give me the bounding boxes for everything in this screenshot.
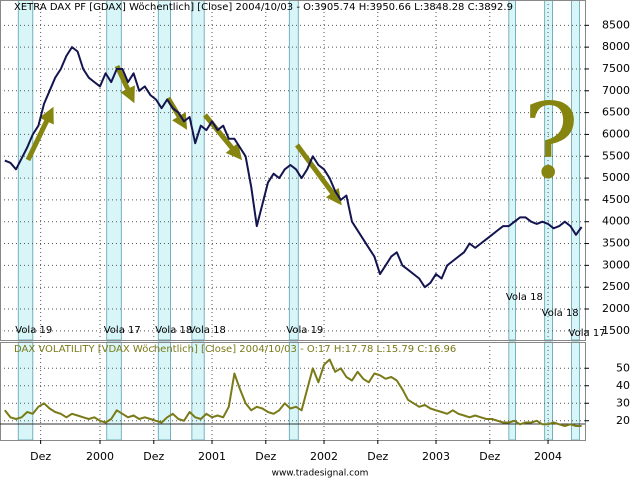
y-tick-label: 6500 [602,106,630,119]
x-tick-label: Dez [367,450,388,463]
x-tick-label: 2003 [422,450,450,463]
vola-band [106,341,122,441]
vola-band [508,341,516,441]
y-tick-label: 4000 [602,215,630,228]
y-tick-label: 40 [616,379,630,392]
band-label: Vola 17 [104,325,141,336]
x-tick-label: Dez [479,450,500,463]
y-tick-label: 7000 [602,84,630,97]
arrow [294,143,342,206]
arrow [114,64,135,104]
vola-band [17,0,34,341]
top-title: XETRA DAX PF [GDAX] Wöchentlich] [Close]… [14,2,513,13]
y-tick-label: 50 [616,361,630,374]
series-line [4,358,582,427]
vola-band [17,341,34,441]
y-tick-label: 20 [616,414,630,427]
series-line [4,46,583,289]
y-tick-label: 2500 [602,280,630,293]
y-tick-label: 6000 [602,127,630,140]
x-tick-label: Dez [30,450,51,463]
band-label: Vola 18 [506,292,543,303]
band-label: Vola 19 [286,325,323,336]
bands [17,0,580,441]
x-tick-label: 2004 [534,450,562,463]
y-tick-label: 1500 [602,324,630,337]
band-label: Vola 18 [189,325,226,336]
vola-band [191,0,205,341]
x-tick-label: Dez [143,450,164,463]
y-tick-label: 3500 [602,237,630,250]
band-label: Vola 19 [15,325,52,336]
question-mark: ? [523,80,579,202]
y-tick-label: 4500 [602,193,630,206]
band-label: Vola 17 [569,328,606,339]
arrow [25,106,54,162]
vola-band [157,341,171,441]
y-tick-label: 5500 [602,149,630,162]
bottom-frame [0,342,586,441]
vola-band [191,341,205,441]
x-tick-label: 2002 [310,450,338,463]
y-tick-label: 5000 [602,171,630,184]
vola-band [106,0,122,341]
x-tick-label: Dez [255,450,276,463]
y-tick-label: 8000 [602,40,630,53]
grids [0,0,585,440]
x-tick-label: 2001 [198,450,226,463]
band-label: Vola 18 [542,308,579,319]
arrow [203,113,243,161]
x-tick-label: 2000 [86,450,114,463]
y-tick-label: 8500 [602,18,630,31]
bottom-title: DAX VOLATILITY [VDAX Wöchentlich] [Close… [14,344,456,355]
y-tick-label: 2000 [602,302,630,315]
vola-band [508,0,516,341]
vola-band [288,341,299,441]
y-tick-label: 30 [616,396,630,409]
vola-band [157,0,171,341]
source: www.tradesignal.com [272,469,369,479]
arrows [25,64,342,206]
y-tick-label: 3000 [602,258,630,271]
top-frame [0,0,586,341]
band-label: Vola 18 [155,325,192,336]
y-tick-label: 7500 [602,62,630,75]
